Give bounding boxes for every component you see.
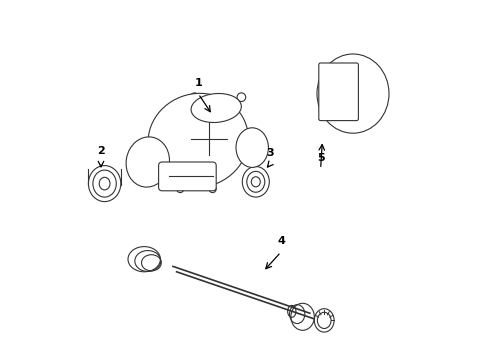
- Ellipse shape: [126, 137, 170, 187]
- Ellipse shape: [148, 93, 248, 188]
- FancyBboxPatch shape: [319, 63, 358, 121]
- Ellipse shape: [317, 54, 389, 133]
- Bar: [331, 90, 346, 108]
- Ellipse shape: [236, 128, 269, 167]
- Text: 4: 4: [277, 236, 285, 246]
- Text: 3: 3: [267, 148, 274, 158]
- Text: 1: 1: [195, 78, 202, 88]
- Bar: [324, 86, 349, 113]
- Text: 2: 2: [97, 146, 105, 156]
- Ellipse shape: [191, 94, 242, 122]
- FancyBboxPatch shape: [159, 162, 216, 191]
- Text: 5: 5: [317, 153, 324, 163]
